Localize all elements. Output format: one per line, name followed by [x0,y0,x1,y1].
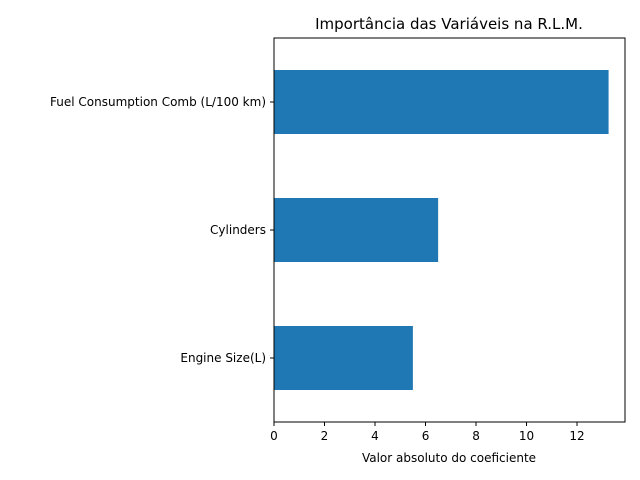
bar [274,198,439,262]
axes-frame [273,37,626,423]
x-tick-label: 10 [519,429,534,443]
x-axis-label: Valor absoluto do coeficiente [362,451,536,465]
x-tick-label: 12 [569,429,584,443]
x-tick-label: 4 [371,429,379,443]
y-tick-label: Cylinders [210,223,266,237]
chart-title: Importância das Variáveis na R.L.M. [315,15,583,33]
bar [274,326,413,390]
x-tick-label: 8 [472,429,480,443]
plot-area: Fuel Consumption Comb (L/100 km) Cylinder… [50,37,626,443]
x-tick-label: 0 [270,429,278,443]
x-tick-label: 2 [321,429,329,443]
x-tick-label: 6 [422,429,430,443]
y-tick-label: Engine Size(L) [180,351,266,365]
y-tick-label: Fuel Consumption Comb (L/100 km) [50,95,266,109]
bar [274,70,609,134]
